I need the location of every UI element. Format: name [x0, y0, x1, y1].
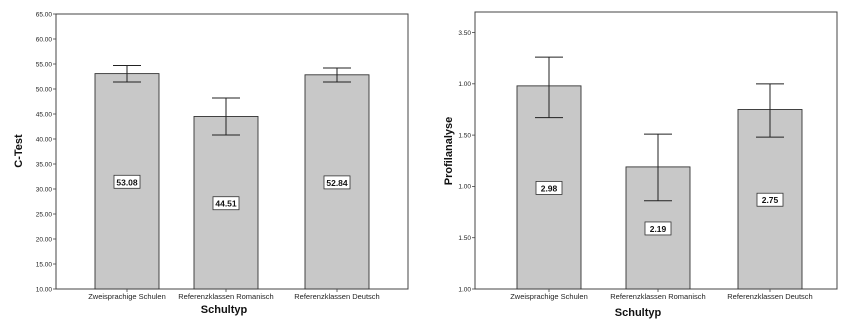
chart2-y-tick-label: 1.00 — [458, 81, 471, 88]
chart1-y-tick-label: 20.00 — [36, 236, 53, 243]
chart2-y-tick-label: 3.50 — [458, 30, 471, 37]
chart1-y-tick-label: 10.00 — [36, 286, 53, 293]
chart1-category-label: Referenzklassen Deutsch — [294, 292, 379, 301]
chart2-x-axis-title: Schultyp — [615, 307, 662, 319]
chart1-y-tick-label: 25.00 — [36, 211, 53, 218]
chart1-value-label: 52.84 — [326, 178, 348, 188]
chart1-y-tick-label: 35.00 — [36, 161, 53, 168]
chart2-category-label: Referenzklassen Romanisch — [610, 292, 705, 301]
chart1-y-axis-title: C-Test — [13, 134, 25, 168]
chart1-y-tick-label: 55.00 — [36, 61, 53, 68]
chart1-value-label-box — [212, 196, 240, 211]
chart1-y-tick-label: 15.00 — [36, 261, 53, 268]
chart1-y-tick-label: 40.00 — [36, 136, 53, 143]
chart1-category-label: Zweisprachige Schulen — [88, 292, 166, 301]
chart2-y-tick-label: 1.50 — [458, 132, 471, 139]
chart2-value-label: 2.98 — [541, 183, 558, 193]
chart1-value-label-box — [323, 175, 351, 190]
chart2-value-label-box — [644, 221, 672, 236]
chart2-value-label-box — [535, 181, 563, 195]
chart1-value-label: 44.51 — [215, 199, 237, 209]
chart1-y-tick-label: 30.00 — [36, 186, 53, 193]
chart2-y-axis-title: Profilanalyse — [443, 117, 455, 185]
chart1-y-tick-label: 45.00 — [36, 111, 53, 118]
chart1-x-axis-title: Schultyp — [201, 304, 248, 316]
chart2-y-tick-label: 1.00 — [458, 184, 471, 191]
chart2-value-label-box — [756, 192, 784, 207]
chart1-value-label: 53.08 — [116, 177, 138, 187]
chart1-y-tick-label: 60.00 — [36, 36, 53, 43]
chart1-y-tick-label: 65.00 — [36, 11, 53, 18]
chart2-category-label: Referenzklassen Deutsch — [727, 292, 812, 301]
chart2-y-tick-label: 1.00 — [458, 286, 471, 293]
chart2-value-label: 2.75 — [762, 195, 779, 205]
chart2-y-tick-label: 1.50 — [458, 235, 471, 242]
chart1-value-label-box — [113, 174, 141, 189]
chart2-category-label: Zweisprachige Schulen — [510, 292, 588, 301]
chart2-value-label: 2.19 — [650, 224, 667, 234]
chart1-category-label: Referenzklassen Romanisch — [178, 292, 273, 301]
chart1-y-tick-label: 50.00 — [36, 86, 53, 93]
